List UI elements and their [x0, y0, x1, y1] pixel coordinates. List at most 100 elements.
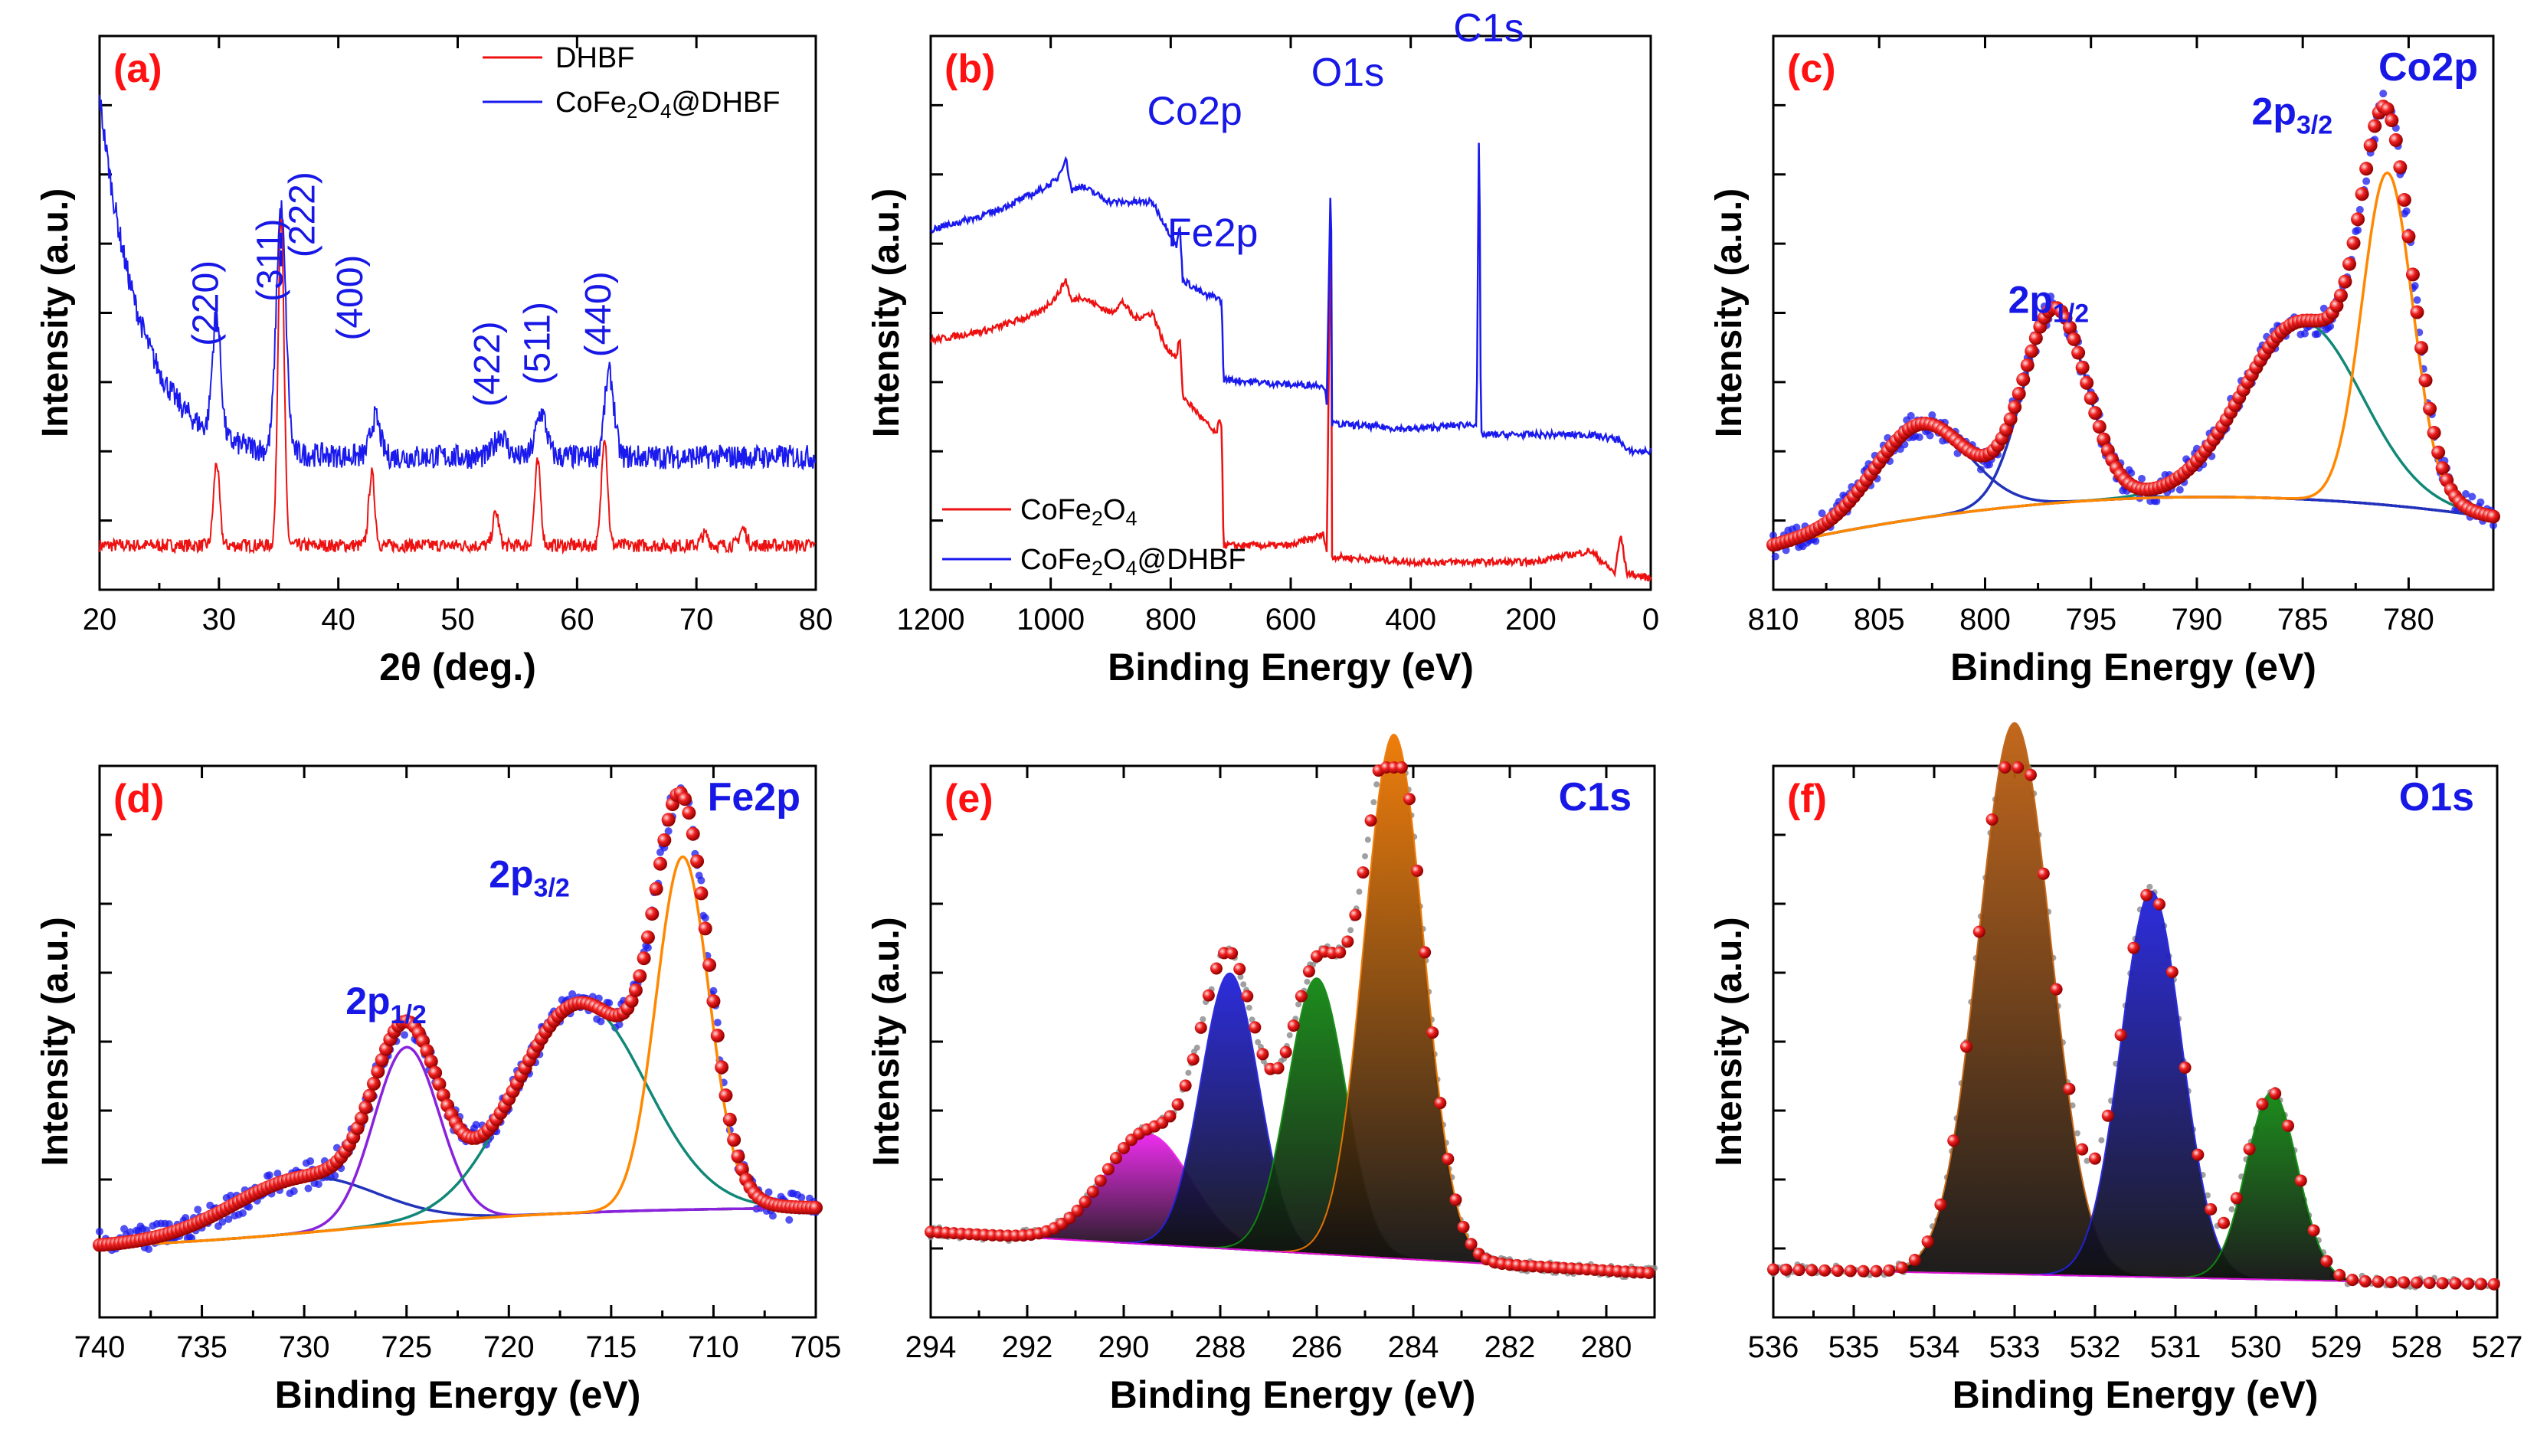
data-marker	[472, 1121, 480, 1129]
fit-envelope-marker	[2431, 445, 2446, 460]
data-marker	[218, 1218, 227, 1226]
fit-envelope-marker	[661, 813, 676, 827]
fit-envelope-marker	[1071, 1204, 1084, 1217]
fit-envelope-marker	[2153, 898, 2165, 911]
legend-text-part: 4	[660, 100, 671, 123]
fit-envelope-marker	[2080, 375, 2094, 390]
data-marker	[1370, 799, 1377, 806]
hkl-annotation: (400)	[330, 255, 371, 341]
x-tick-label: 60	[560, 603, 594, 636]
fit-envelope-marker	[653, 856, 667, 871]
fit-envelope-marker	[2368, 119, 2382, 133]
fit-envelope-marker	[1094, 1174, 1107, 1187]
fit-envelope-marker	[2423, 1276, 2436, 1289]
x-tick-label: 400	[1385, 603, 1436, 636]
x-tick-label: 30	[202, 603, 237, 636]
fit-envelope-marker	[1063, 1212, 1076, 1225]
fit-envelope-marker	[2401, 229, 2416, 244]
fit-envelope-marker	[640, 930, 655, 944]
x-tick-label: 800	[1145, 603, 1196, 636]
x-axis-label: 2θ (deg.)	[379, 646, 536, 689]
x-tick-label: 600	[1265, 603, 1317, 636]
data-marker	[1286, 1032, 1293, 1039]
x-tick-label: 288	[1195, 1330, 1246, 1364]
fit-envelope-marker	[2028, 331, 2043, 345]
fit-envelope-marker	[2372, 1275, 2385, 1288]
data-marker	[713, 1019, 722, 1027]
fit-envelope-marker	[809, 1200, 823, 1215]
fit-envelope-marker	[2012, 761, 2025, 774]
fit-envelope-marker	[2363, 138, 2378, 152]
data-marker	[145, 1245, 153, 1253]
x-tick-label: 200	[1505, 603, 1557, 636]
x-tick-label: 810	[1748, 603, 1799, 636]
fit-envelope-marker	[637, 951, 651, 966]
fit-envelope-marker	[1844, 1265, 1857, 1278]
fit-envelope-marker	[2436, 1277, 2449, 1290]
data-marker	[768, 1212, 777, 1220]
fit-envelope-marker	[2333, 288, 2348, 303]
x-tick-label: 531	[2150, 1330, 2201, 1364]
data-marker	[605, 999, 614, 1007]
legend-text-part: O	[1103, 494, 1126, 526]
fit-envelope-marker	[1434, 1097, 1447, 1110]
x-tick-label: 725	[381, 1330, 432, 1364]
fit-envelope-marker	[1908, 1253, 1921, 1266]
panel-b: 1200 1000 800 600 400 200 0 Binding Energy (eV)…	[866, 6, 1659, 689]
element-annotation: C1s	[1453, 6, 1524, 51]
y-axis-label: Intensity (a.u.)	[866, 917, 907, 1166]
fit-component-2p3/2-781	[1773, 171, 2494, 547]
data-marker	[697, 876, 705, 885]
data-marker	[314, 1180, 322, 1189]
y-axis-label: Intensity (a.u.)	[1709, 917, 1750, 1166]
panel-label: (c)	[1787, 47, 1836, 91]
fit-envelope-marker	[2269, 1087, 2282, 1100]
fit-envelope-marker	[2012, 387, 2026, 401]
data-marker	[1356, 888, 1363, 895]
fit-envelope-marker	[432, 1077, 447, 1091]
orbital-annotation: 2p1/2	[2008, 279, 2090, 329]
fit-envelope-marker	[1999, 422, 2014, 437]
fit-envelope-marker	[424, 1054, 438, 1068]
data-marker	[2413, 296, 2421, 304]
fit-envelope-marker	[731, 1149, 745, 1163]
fit-envelope-marker	[2486, 509, 2500, 524]
fit-envelope-marker	[686, 826, 700, 841]
fit-envelope-marker	[2449, 1277, 2462, 1290]
fit-envelope-marker	[694, 886, 709, 901]
fit-envelope-marker	[2423, 401, 2437, 416]
fit-envelope-marker	[2084, 391, 2098, 405]
data-marker	[2490, 521, 2497, 529]
fit-envelope-marker	[1118, 1141, 1130, 1154]
fit-envelope-marker	[1403, 793, 1416, 806]
data-marker	[2319, 304, 2328, 312]
fit-envelope-marker	[1364, 814, 1377, 827]
fit-envelope-marker	[354, 1111, 368, 1126]
survey-line-cofe2o4	[930, 253, 1652, 582]
data-marker	[1240, 981, 1247, 988]
hkl-annotation: (422)	[467, 321, 508, 407]
fit-envelope-marker	[727, 1133, 741, 1147]
panel-c: 810 805 800 795 790 785 780 Binding Energy (eV)…	[1709, 34, 2500, 689]
fit-envelope-marker	[1334, 946, 1347, 959]
legend-text-part: CoFe	[1020, 544, 1092, 576]
data-marker	[2462, 489, 2470, 498]
fit-envelope-marker	[645, 907, 660, 921]
fit-envelope-marker	[719, 1088, 733, 1103]
fit-component-2p3/2-711.5	[100, 855, 816, 1248]
fit-envelope-marker	[1233, 963, 1246, 976]
data-marker	[2175, 486, 2184, 494]
fit-envelope-marker	[366, 1076, 381, 1091]
fit-envelope-marker	[1947, 1134, 1960, 1147]
x-tick-label: 20	[83, 603, 117, 636]
fit-envelope-marker	[2388, 133, 2403, 147]
orbital-main: 2p	[345, 980, 390, 1022]
data-marker	[120, 1225, 129, 1233]
data-marker	[1373, 781, 1380, 788]
fit-envelope-marker	[2092, 420, 2107, 434]
data-marker	[1185, 1069, 1192, 1076]
fit-envelope-marker	[2487, 1278, 2500, 1291]
fit-envelope-marker	[1818, 1264, 1832, 1277]
panel-label: (b)	[944, 47, 995, 91]
